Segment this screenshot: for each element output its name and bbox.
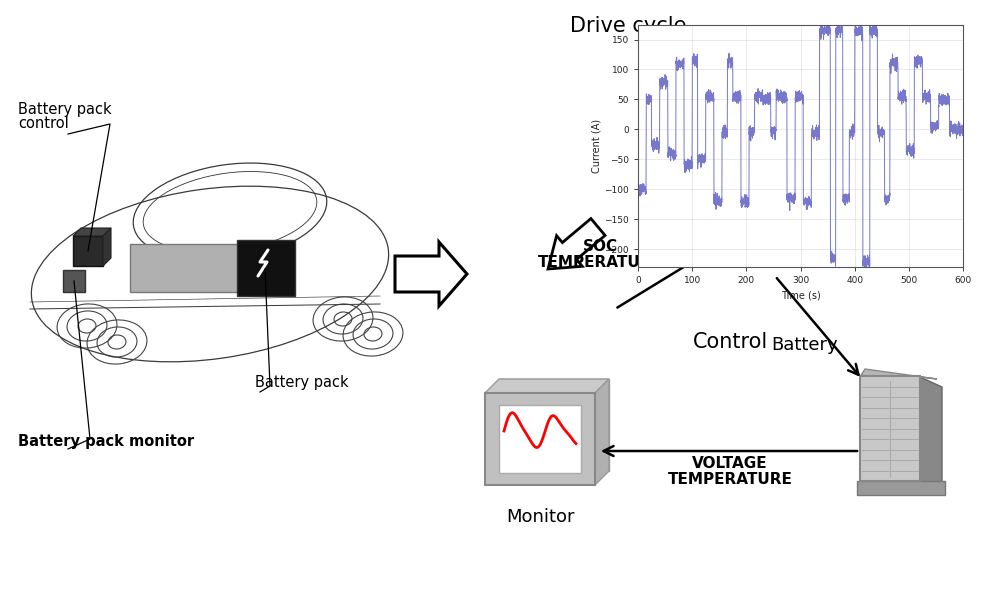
FancyBboxPatch shape bbox=[499, 379, 609, 471]
Polygon shape bbox=[485, 379, 609, 393]
FancyBboxPatch shape bbox=[130, 244, 265, 292]
FancyBboxPatch shape bbox=[485, 393, 595, 485]
Polygon shape bbox=[595, 379, 609, 485]
Text: Monitor: Monitor bbox=[506, 508, 574, 526]
Polygon shape bbox=[920, 377, 942, 491]
Text: SOC: SOC bbox=[582, 239, 618, 254]
FancyBboxPatch shape bbox=[860, 376, 920, 481]
Ellipse shape bbox=[751, 171, 761, 177]
Text: Battery pack: Battery pack bbox=[255, 375, 349, 390]
Text: Battery: Battery bbox=[772, 336, 838, 354]
Text: Battery pack: Battery pack bbox=[18, 102, 112, 117]
Polygon shape bbox=[860, 369, 937, 379]
Text: POWER: POWER bbox=[838, 214, 902, 229]
Polygon shape bbox=[548, 219, 605, 269]
Polygon shape bbox=[73, 228, 111, 236]
Ellipse shape bbox=[710, 239, 766, 259]
Text: Control: Control bbox=[692, 332, 768, 352]
Text: TEMPERATURE: TEMPERATURE bbox=[668, 472, 792, 487]
FancyBboxPatch shape bbox=[63, 270, 85, 292]
FancyBboxPatch shape bbox=[237, 240, 295, 296]
Polygon shape bbox=[395, 242, 467, 306]
FancyBboxPatch shape bbox=[73, 236, 103, 266]
FancyBboxPatch shape bbox=[857, 481, 945, 495]
Ellipse shape bbox=[749, 170, 771, 186]
Y-axis label: Current (A): Current (A) bbox=[591, 119, 601, 173]
X-axis label: Time (s): Time (s) bbox=[781, 290, 820, 301]
Text: Battery pack monitor: Battery pack monitor bbox=[18, 434, 194, 449]
Text: Drive cycle: Drive cycle bbox=[570, 16, 686, 36]
Polygon shape bbox=[103, 228, 111, 266]
Text: TEMPERATURE: TEMPERATURE bbox=[538, 255, 662, 270]
Text: control: control bbox=[18, 116, 69, 131]
FancyBboxPatch shape bbox=[499, 405, 581, 473]
Ellipse shape bbox=[708, 241, 768, 267]
Text: VOLTAGE: VOLTAGE bbox=[692, 456, 768, 471]
